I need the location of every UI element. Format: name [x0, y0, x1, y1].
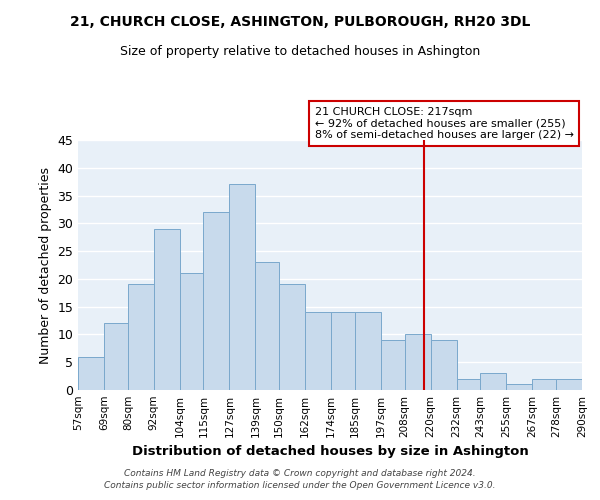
Bar — [179, 274, 203, 390]
Bar — [203, 212, 229, 390]
Bar — [532, 379, 556, 390]
Bar — [78, 356, 104, 390]
Bar — [457, 379, 481, 390]
Bar — [104, 324, 128, 390]
Bar — [506, 384, 532, 390]
Text: Contains HM Land Registry data © Crown copyright and database right 2024.: Contains HM Land Registry data © Crown c… — [124, 468, 476, 477]
Bar — [154, 229, 179, 390]
Bar — [381, 340, 404, 390]
Y-axis label: Number of detached properties: Number of detached properties — [39, 166, 52, 364]
Bar — [279, 284, 305, 390]
Bar — [229, 184, 256, 390]
Text: Contains public sector information licensed under the Open Government Licence v3: Contains public sector information licen… — [104, 481, 496, 490]
X-axis label: Distribution of detached houses by size in Ashington: Distribution of detached houses by size … — [131, 446, 529, 458]
Bar — [305, 312, 331, 390]
Bar — [355, 312, 381, 390]
Bar — [331, 312, 355, 390]
Bar — [128, 284, 154, 390]
Bar — [404, 334, 431, 390]
Text: 21, CHURCH CLOSE, ASHINGTON, PULBOROUGH, RH20 3DL: 21, CHURCH CLOSE, ASHINGTON, PULBOROUGH,… — [70, 15, 530, 29]
Bar — [481, 374, 506, 390]
Bar — [556, 379, 582, 390]
Bar — [256, 262, 279, 390]
Text: 21 CHURCH CLOSE: 217sqm
← 92% of detached houses are smaller (255)
8% of semi-de: 21 CHURCH CLOSE: 217sqm ← 92% of detache… — [315, 107, 574, 140]
Text: Size of property relative to detached houses in Ashington: Size of property relative to detached ho… — [120, 45, 480, 58]
Bar — [431, 340, 457, 390]
